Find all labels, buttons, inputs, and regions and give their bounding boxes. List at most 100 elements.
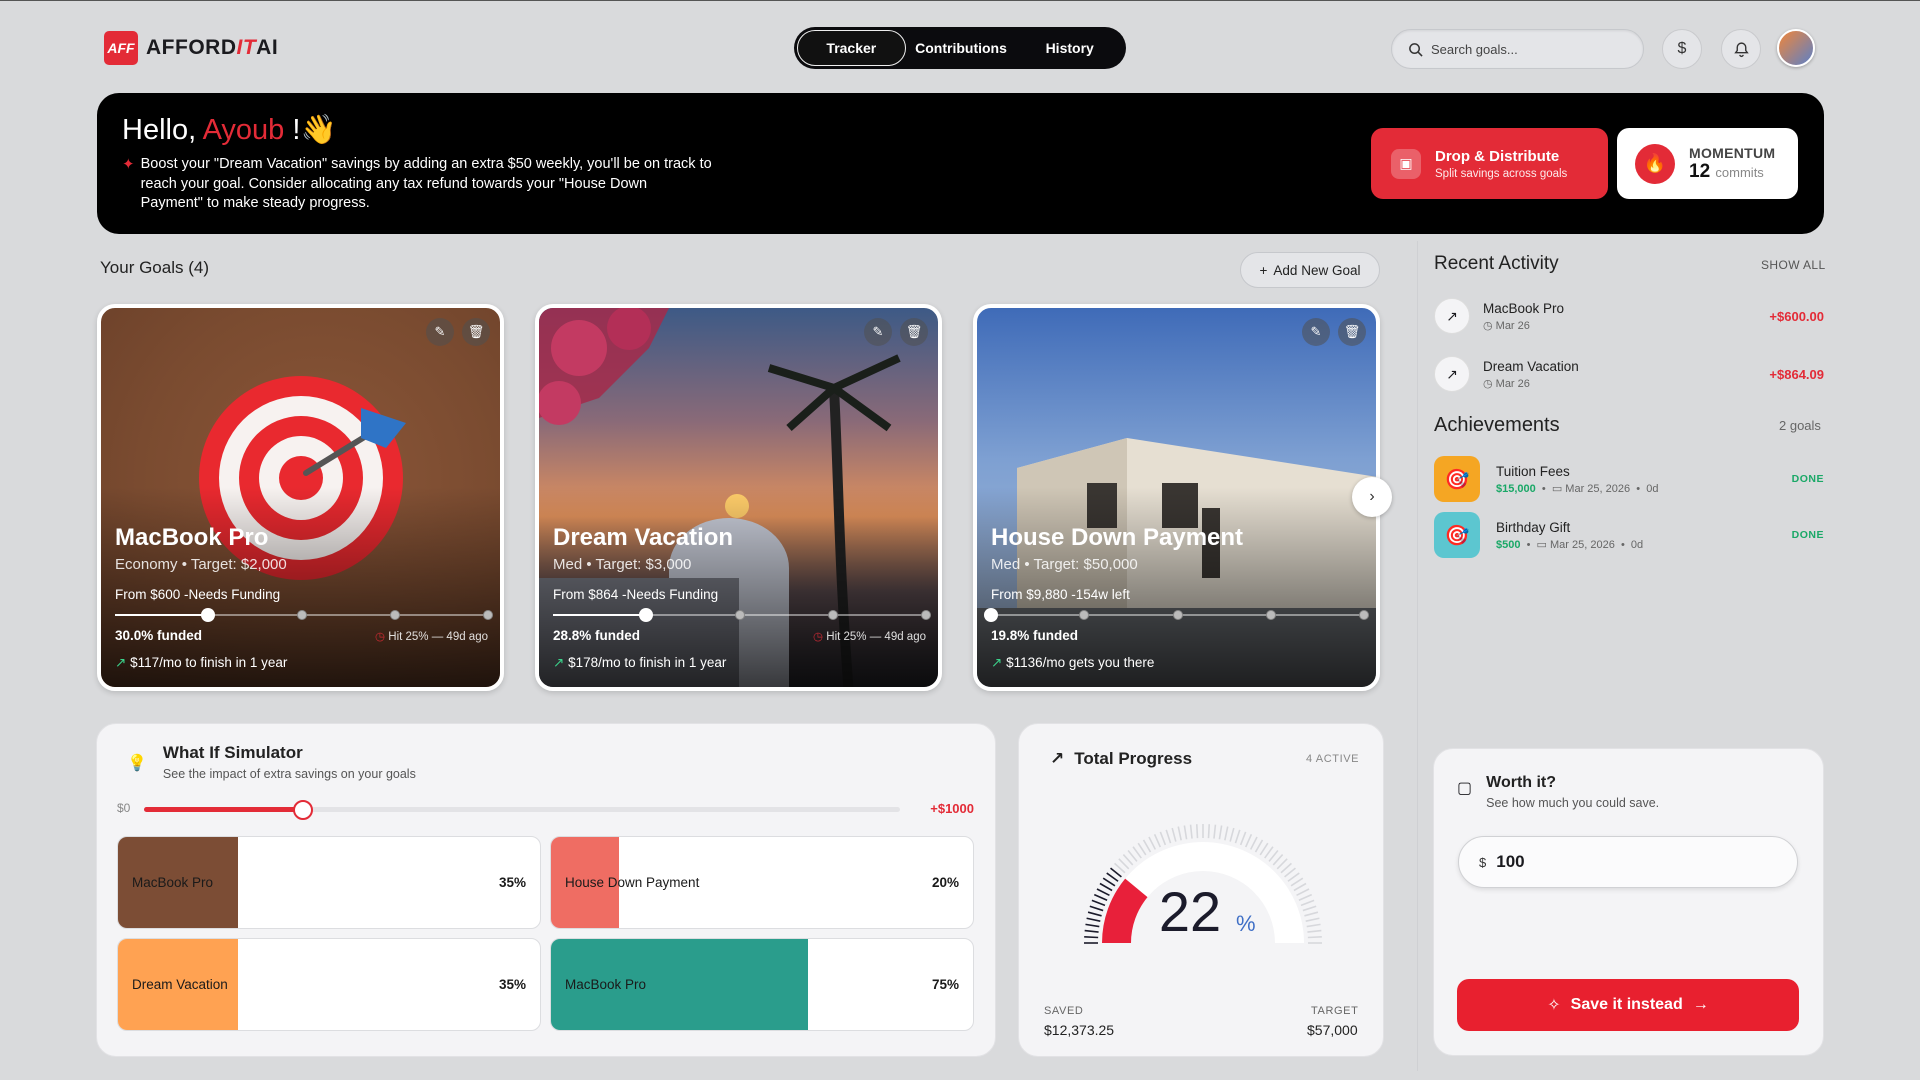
brand-logo[interactable]: AFF AFFORDITAI xyxy=(104,31,278,65)
saved-label: SAVED xyxy=(1044,1005,1084,1017)
price-input[interactable]: $ 100 xyxy=(1458,836,1798,888)
shopping-bag-icon: ▢ xyxy=(1457,780,1473,797)
gauge-tick xyxy=(1249,836,1258,850)
slider-handle[interactable] xyxy=(292,800,313,820)
gauge-tick xyxy=(1122,854,1134,866)
milestone-dot xyxy=(1172,610,1183,620)
edit-icon[interactable]: ✎ xyxy=(426,318,454,346)
gauge-tick xyxy=(1106,872,1119,882)
goal-card[interactable]: ✎ 🗑 Dream Vacation Med • Target: $3,000 … xyxy=(535,304,942,691)
goal-monthly: ↗ $178/mo to finish in 1 year xyxy=(553,655,727,670)
goal-subtitle: Med • Target: $3,000 xyxy=(553,556,692,573)
trash-icon[interactable]: 🗑 xyxy=(462,318,490,346)
tab-contributions[interactable]: Contributions xyxy=(915,40,1007,56)
gauge-tick xyxy=(1171,827,1177,842)
goal-from: From $864 -Needs Funding xyxy=(553,587,719,602)
gauge-tick xyxy=(1110,867,1122,878)
simulator-goal-tile: House Down Payment 20% xyxy=(550,836,974,929)
main-nav: Tracker Contributions History xyxy=(794,27,1126,69)
goal-card[interactable]: ✎ 🗑 MacBook Pro Economy • Target: $2,000… xyxy=(97,304,504,691)
drop-distribute-button[interactable]: ▣ Drop & Distribute Split savings across… xyxy=(1371,128,1608,199)
gauge-tick xyxy=(1307,935,1322,939)
goal-milestone-track xyxy=(115,608,493,622)
activity-item[interactable]: ↗ Dream Vacation ◷ Mar 26 +$864.09 xyxy=(1434,351,1824,397)
milestone-dot xyxy=(1265,610,1276,620)
momentum-value: 12 commits xyxy=(1689,160,1764,182)
goal-monthly: ↗ $1136/mo gets you there xyxy=(991,655,1155,670)
gauge-tick xyxy=(1137,842,1147,856)
tile-percent: 20% xyxy=(931,875,959,890)
activity-item[interactable]: ↗ MacBook Pro ◷ Mar 26 +$600.00 xyxy=(1434,293,1824,339)
recent-activity-title: Recent Activity xyxy=(1434,253,1559,274)
search-input[interactable]: Search goals... xyxy=(1391,29,1644,69)
trash-icon[interactable]: 🗑 xyxy=(1338,318,1366,346)
save-it-instead-button[interactable]: ✧ Save it instead → xyxy=(1457,979,1799,1031)
tab-tracker[interactable]: Tracker xyxy=(797,30,906,66)
gauge-tick xyxy=(1084,929,1099,933)
gauge-tick xyxy=(1093,893,1108,902)
target-badge-icon: 🎯 xyxy=(1434,456,1480,502)
achievement-item[interactable]: 🎯 Birthday Gift $500 • ▭ Mar 25, 2026 • … xyxy=(1434,511,1824,559)
achievement-status: DONE xyxy=(1791,473,1824,485)
simulator-goal-tile: Dream Vacation 35% xyxy=(117,938,541,1031)
slider-max-label: +$1000 xyxy=(930,801,974,816)
gauge-tick xyxy=(1132,846,1142,859)
tab-history[interactable]: History xyxy=(1045,40,1094,56)
worth-it-subtitle: See how much you could save. xyxy=(1486,796,1660,810)
plus-icon: + xyxy=(1259,262,1268,278)
wave-icon: 👋 xyxy=(300,114,337,146)
edit-icon[interactable]: ✎ xyxy=(1302,318,1330,346)
activity-date: ◷ Mar 26 xyxy=(1483,319,1530,332)
show-all-link[interactable]: SHOW ALL xyxy=(1761,258,1826,272)
achievement-name: Birthday Gift xyxy=(1496,519,1571,535)
wallet-icon: ▣ xyxy=(1391,148,1421,179)
ai-tip-text: Boost your "Dream Vacation" savings by a… xyxy=(140,156,712,211)
gauge-tick xyxy=(1084,935,1099,939)
activity-date: ◷ Mar 26 xyxy=(1483,377,1530,390)
gauge-tick xyxy=(1195,824,1199,839)
gauge-tick xyxy=(1127,850,1138,862)
gauge-tick xyxy=(1091,899,1106,907)
gauge-tick xyxy=(1153,833,1162,848)
ai-tip: ✦ Boost your "Dream Vacation" savings by… xyxy=(122,155,712,214)
gauge-tick xyxy=(1276,858,1288,870)
add-goal-button[interactable]: + Add New Goal xyxy=(1240,252,1380,288)
sparkle-icon: ✧ xyxy=(1547,997,1561,1014)
saved-value: $12,373.25 xyxy=(1044,1022,1115,1038)
greeting: Hello, Ayoub !👋 xyxy=(122,114,337,146)
gauge-tick xyxy=(1086,917,1101,922)
goal-funded: 30.0% funded xyxy=(115,628,203,643)
simulator-goal-tile: MacBook Pro 75% xyxy=(550,938,974,1031)
extra-savings-slider[interactable]: $0 +$1000 xyxy=(117,799,974,820)
goal-milestone-note: ◷ Hit 25% — 49d ago xyxy=(375,630,488,643)
trending-up-icon: ↗ xyxy=(1050,749,1065,768)
arrow-right-icon: → xyxy=(1692,996,1709,1013)
progress-knob xyxy=(201,608,216,622)
tile-name: MacBook Pro xyxy=(565,977,647,992)
total-progress-header: ↗ Total Progress xyxy=(1050,749,1192,769)
currency-button[interactable]: $ xyxy=(1662,29,1702,69)
tile-fill xyxy=(551,939,809,1030)
gauge-tick xyxy=(1305,917,1320,922)
edit-icon[interactable]: ✎ xyxy=(864,318,892,346)
milestone-dot xyxy=(296,610,307,620)
slider-min-label: $0 xyxy=(117,801,131,815)
achievement-meta: $500 • ▭ Mar 25, 2026 • 0d xyxy=(1496,538,1644,551)
gauge-tick xyxy=(1114,862,1126,874)
gauge-tick xyxy=(1307,929,1322,933)
active-goals-count: 4 ACTIVE xyxy=(1306,753,1360,765)
tile-fill xyxy=(118,939,239,1030)
goals-title: Your Goals (4) xyxy=(100,258,209,277)
goal-from: From $9,880 -154w left xyxy=(991,587,1130,602)
carousel-next-button[interactable]: › xyxy=(1352,477,1392,517)
user-avatar[interactable] xyxy=(1777,29,1815,67)
gauge-tick xyxy=(1159,831,1167,846)
activity-name: MacBook Pro xyxy=(1483,300,1565,316)
trash-icon[interactable]: 🗑 xyxy=(900,318,928,346)
progress-gauge: 22 % xyxy=(1084,824,1322,944)
notifications-button[interactable] xyxy=(1721,29,1761,69)
arrow-up-right-icon: ↗ xyxy=(1434,298,1470,334)
achievement-item[interactable]: 🎯 Tuition Fees $15,000 • ▭ Mar 25, 2026 … xyxy=(1434,455,1824,503)
goal-card[interactable]: ✎ 🗑 House Down Payment Med • Target: $50… xyxy=(973,304,1380,691)
gauge-tick xyxy=(1096,888,1110,897)
